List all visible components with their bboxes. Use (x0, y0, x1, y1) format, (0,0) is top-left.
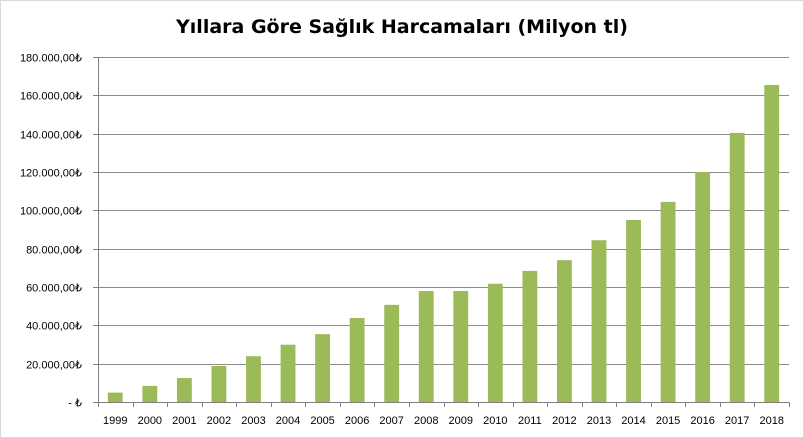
x-tick-label: 2008 (414, 415, 438, 427)
x-tick-label: 2006 (345, 415, 369, 427)
x-tick-label: 2005 (310, 415, 334, 427)
bar-2008 (418, 291, 434, 402)
y-tick-label: - ₺ (68, 398, 82, 410)
x-tick-label: 2000 (138, 415, 162, 427)
x-tick-label: 2011 (518, 415, 542, 427)
bar-2010 (487, 283, 503, 402)
bar-2015 (660, 201, 676, 402)
x-tick-label: 2010 (483, 415, 507, 427)
bar-2000 (142, 385, 158, 402)
x-tick-label: 2016 (690, 415, 714, 427)
gridlines (98, 57, 789, 365)
bar-series (107, 84, 780, 402)
y-tick-label: 100.000,00₺ (20, 206, 82, 218)
x-tick-label: 2012 (552, 415, 576, 427)
x-tick-label: 2009 (449, 415, 473, 427)
x-tick-label: 2007 (379, 415, 403, 427)
y-tick-labels: - ₺ 20.000,00₺ 40.000,00₺ 60.000,00₺ 80.000,… (20, 53, 82, 410)
chart-title: Yıllara Göre Sağlık Harcamaları (Milyon … (176, 16, 628, 38)
bar-2002 (211, 365, 227, 402)
y-tick-label: 60.000,00₺ (26, 283, 82, 295)
y-tick-label: 180.000,00₺ (20, 53, 82, 65)
x-tick-labels: 1999 2000 2001 2002 2003 2004 2005 2006 2007 2008… (103, 415, 784, 427)
x-tick-label: 2014 (621, 415, 645, 427)
y-tick-label: 140.000,00₺ (20, 130, 82, 142)
bar-2006 (349, 318, 365, 402)
bar-2005 (315, 334, 331, 402)
x-tick-label: 2015 (656, 415, 680, 427)
x-tick-label: 1999 (103, 415, 127, 427)
y-tick-label: 20.000,00₺ (26, 360, 82, 372)
bar-2013 (591, 240, 607, 402)
bar-2007 (384, 304, 400, 402)
x-tick-label: 2017 (725, 415, 749, 427)
bar-2003 (246, 356, 261, 402)
axes (93, 57, 790, 407)
x-tick-label: 2003 (241, 415, 265, 427)
bar-2016 (695, 172, 711, 402)
bar-1999 (107, 392, 123, 402)
y-tick-label: 120.000,00₺ (20, 168, 82, 180)
x-tick-label: 2018 (759, 415, 783, 427)
bar-2017 (729, 132, 745, 402)
x-tick-label: 2013 (587, 415, 611, 427)
bar-2011 (522, 270, 538, 402)
y-tick-label: 80.000,00₺ (26, 245, 82, 257)
y-tick-label: 160.000,00₺ (20, 91, 82, 103)
x-tick-label: 2004 (276, 415, 300, 427)
bar-2009 (453, 291, 469, 402)
bar-2018 (764, 84, 780, 402)
bar-2012 (556, 260, 572, 402)
x-tick-label: 2001 (172, 415, 196, 427)
bar-2014 (626, 219, 641, 402)
y-tick-label: 40.000,00₺ (26, 321, 82, 333)
bar-2004 (280, 344, 296, 402)
bar-2001 (176, 378, 192, 402)
x-tick-label: 2002 (207, 415, 231, 427)
